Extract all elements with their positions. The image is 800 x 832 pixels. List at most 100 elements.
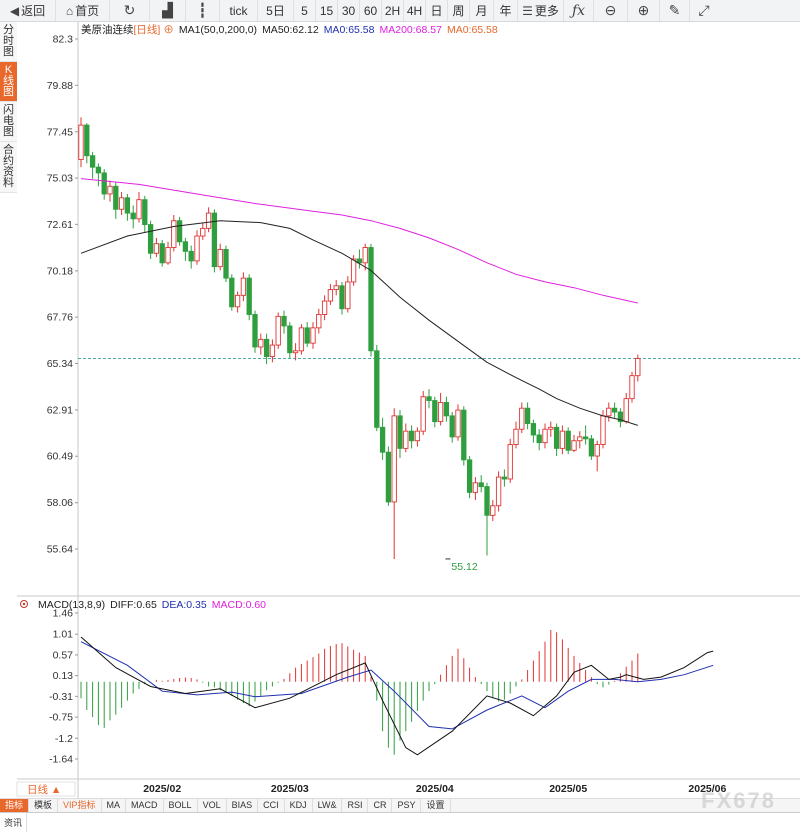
refresh-button[interactable]: ↻ xyxy=(110,0,150,21)
y-tick-label: 79.88 xyxy=(47,80,73,92)
candle-down xyxy=(379,426,386,453)
zoom-out-button[interactable]: ⊖ xyxy=(594,0,628,21)
side-tab[interactable]: 合约资料 xyxy=(0,142,17,193)
y-tick-label: 75.03 xyxy=(47,173,73,185)
ma1-label: MA1(50,0,200,0) xyxy=(179,24,257,36)
side-tab[interactable]: 分时图 xyxy=(0,22,17,62)
candle-up xyxy=(472,482,479,493)
x-tick-label: 2025/03 xyxy=(271,783,309,795)
fullscreen-button[interactable]: ⤢ xyxy=(690,0,718,21)
period-tab[interactable]: 5 xyxy=(294,0,316,21)
y-tick-label: 70.18 xyxy=(47,265,73,277)
candle-up xyxy=(205,212,212,229)
period-tab[interactable]: 30 xyxy=(338,0,360,21)
candle-up xyxy=(600,415,606,446)
candle-up xyxy=(321,300,328,315)
candle-down xyxy=(432,400,438,423)
candle-down xyxy=(124,197,131,214)
candle-down xyxy=(408,430,415,442)
plot-background xyxy=(17,22,800,798)
candle-down xyxy=(252,314,258,348)
candle-up xyxy=(78,124,84,160)
pencil-icon: ✎ xyxy=(668,2,681,18)
indicator-tab[interactable]: PSY xyxy=(392,798,422,813)
indicator-tab[interactable]: CCI xyxy=(258,798,285,813)
candle-down xyxy=(617,411,624,423)
period-tab[interactable]: 4H xyxy=(404,0,426,21)
ma0-label: MA0:65.58 xyxy=(324,24,375,36)
candle-down xyxy=(466,459,473,493)
kline-chart[interactable]: 82.3 79.88 77.45 75.03 72.61 70.18 67.76 65.34 6… xyxy=(0,22,800,798)
indicator-tab[interactable]: LW& xyxy=(313,798,343,813)
candles-group xyxy=(78,117,641,559)
candle-up xyxy=(571,440,577,451)
candle-down xyxy=(246,277,252,315)
macd-y-tick-label: -0.75 xyxy=(49,712,73,724)
macd-header: MACD(13,8,9) DIFF:0.65 DEA:0.35 MACD:0.60 xyxy=(38,599,266,611)
news-tab[interactable]: 资讯 xyxy=(0,813,28,832)
candle-up xyxy=(217,248,223,268)
draw-line-button[interactable]: ✎ xyxy=(660,0,690,21)
period-tab[interactable]: 日 xyxy=(426,0,448,21)
indicator-tab[interactable]: RSI xyxy=(342,798,369,813)
period-tab[interactable]: 60 xyxy=(360,0,382,21)
candle-up xyxy=(513,428,519,446)
candle-down xyxy=(374,350,380,428)
zoom-in-button[interactable]: ⊕ xyxy=(628,0,660,21)
back-arrow-icon: ◀ xyxy=(9,3,20,18)
candle-up xyxy=(118,197,125,210)
indicator-tab[interactable]: BOLL xyxy=(164,798,198,813)
formula-button[interactable]: ƒx xyxy=(564,0,594,21)
indicator-bar: 指标 模板 VIP指标 MA MACD BOLL VOL BIAS CCI KDJ LW& RSI CR… xyxy=(0,798,800,813)
indicator-tab[interactable]: MACD xyxy=(126,798,164,813)
y-tick-label: 72.61 xyxy=(47,219,73,231)
indicator-tab[interactable]: 设置 xyxy=(421,798,451,813)
period-selector-box xyxy=(16,781,76,797)
candle-down xyxy=(84,124,90,157)
candle-up xyxy=(519,407,525,430)
back-button[interactable]: ◀ 返回 xyxy=(0,0,56,21)
candle-down xyxy=(281,315,287,327)
candle-up xyxy=(310,327,316,344)
candle-up xyxy=(153,243,160,254)
indicator-tab[interactable]: VIP指标 xyxy=(58,798,102,813)
candle-type-button[interactable]: ┇ xyxy=(186,0,220,21)
indicator-tab[interactable]: MA xyxy=(102,798,127,813)
candle-up xyxy=(414,430,421,442)
indicator-tab[interactable]: VOL xyxy=(198,798,227,813)
candle-up xyxy=(333,285,339,291)
toolbar: ◀ 返回 ⌂ 首页 ↻ ▟ ┇ tick 5日 5 15 30 60 2H 4H 日周月年 ☰ 更多… xyxy=(0,0,800,22)
function-icon: ƒx xyxy=(571,2,586,19)
diff-label: DIFF:0.65 xyxy=(110,599,157,611)
news-bar: 资讯 xyxy=(0,812,800,832)
period-tab[interactable]: 15 xyxy=(316,0,338,21)
low-annotation: 55.12 xyxy=(451,561,477,573)
home-icon: ⌂ xyxy=(65,3,74,18)
candle-up xyxy=(298,327,305,352)
indicator-tab[interactable]: 模板 xyxy=(29,798,59,813)
candle-down xyxy=(223,248,229,279)
candle-up xyxy=(437,402,444,423)
period-tab[interactable]: 周 xyxy=(448,0,470,21)
indicator-tab[interactable]: CR xyxy=(368,798,393,813)
candle-down xyxy=(426,396,432,402)
indicator-tab[interactable]: BIAS xyxy=(227,798,259,813)
candle-up xyxy=(542,428,548,444)
period-tab[interactable]: 2H xyxy=(382,0,404,21)
chart-type-button[interactable]: ▟ xyxy=(150,0,186,21)
indicator-tab[interactable]: KDJ xyxy=(285,798,313,813)
candle-up xyxy=(495,476,502,507)
period-tab[interactable]: 5日 xyxy=(258,0,294,21)
period-tab[interactable]: 年 xyxy=(494,0,518,21)
home-button[interactable]: ⌂ 首页 xyxy=(56,0,110,21)
period-tab[interactable]: 月 xyxy=(470,0,494,21)
indicator-tab[interactable]: 指标 xyxy=(0,798,30,813)
more-button[interactable]: ☰ 更多 xyxy=(518,0,564,21)
side-tab[interactable]: K线图 xyxy=(0,62,17,102)
candle-up xyxy=(345,281,351,310)
candle-down xyxy=(501,476,508,480)
side-tab[interactable]: 闪电图 xyxy=(0,102,17,142)
candle-down xyxy=(449,415,455,438)
candle-down xyxy=(159,243,165,264)
tick-button[interactable]: tick xyxy=(220,0,258,21)
